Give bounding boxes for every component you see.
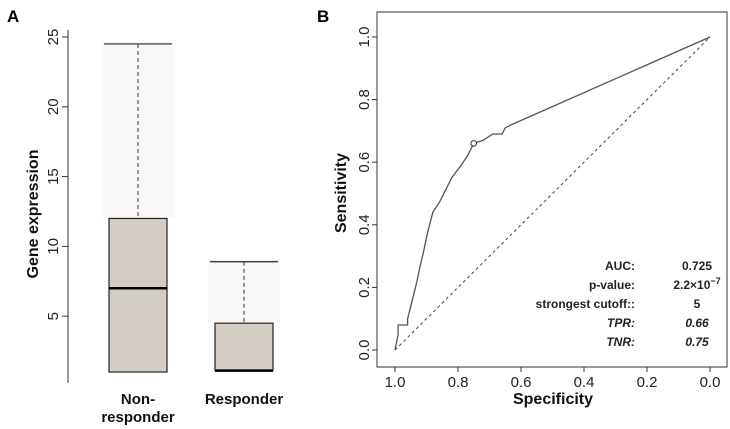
panel-b-y-label: Sensitivity — [333, 153, 350, 233]
panel-a-category-label: Responder — [205, 391, 284, 408]
box-iqr — [214, 322, 274, 372]
panel-b-x-tick-label: 0.8 — [448, 374, 469, 391]
roc-curve — [394, 36, 711, 351]
roc-stat-value: 2.2×10−7 — [673, 276, 720, 292]
roc-stat-value: 5 — [694, 297, 701, 311]
roc-stat-exponent: −7 — [710, 276, 720, 286]
panel-b-x-label: Specificity — [513, 391, 593, 408]
panel-b-x-tick-label: 0.4 — [574, 374, 595, 391]
panel-b-x-tick-label: 0.6 — [511, 374, 532, 391]
panel-b-y-tick-label: 0.8 — [356, 89, 373, 110]
panel-b-x-tick-label: 0.0 — [700, 374, 721, 391]
panel-a-letter: A — [7, 7, 19, 26]
panel-b-y-tick-label: 1.0 — [356, 27, 373, 48]
roc-stat-value: 0.66 — [685, 316, 709, 330]
panel-b-y-tick-label: 0.0 — [356, 340, 373, 361]
category-label-line: Responder — [205, 391, 284, 408]
panel-b-plot-frame — [376, 11, 728, 368]
panel-a-y-tick-label: 20 — [45, 98, 62, 115]
roc-stat-value: 0.75 — [685, 335, 709, 349]
roc-optimal-cutoff-point — [470, 140, 478, 147]
roc-stat-value: 0.725 — [682, 259, 712, 273]
panel-b-y-tick-label: 0.6 — [356, 152, 373, 173]
category-label-line: Non- — [121, 391, 155, 408]
panel-b-letter: B — [317, 7, 329, 26]
panel-a-y-tick-label: 5 — [45, 312, 62, 320]
roc-stat-label: AUC: — [605, 259, 635, 273]
panel-a-y-tick-label: 10 — [45, 238, 62, 255]
roc-reference-diagonal — [394, 36, 711, 351]
roc-stat-label: p-value: — [589, 278, 635, 292]
box-iqr — [108, 217, 168, 373]
panel-b-x-tick-label: 0.2 — [637, 374, 658, 391]
roc-stat-label: TNR: — [606, 335, 635, 349]
roc-stat-label: TPR: — [607, 316, 635, 330]
category-label-line: responder — [101, 409, 175, 426]
panel-b-x-tick-label: 1.0 — [385, 374, 406, 391]
panel-a-category-label: Non-responder — [101, 391, 175, 426]
panel-a-y-label: Gene expression — [25, 150, 42, 279]
panel-b-y-tick-label: 0.4 — [356, 214, 373, 235]
roc-stat-label: strongest cutoff:: — [536, 297, 635, 311]
panel-b-y-tick-label: 0.2 — [356, 277, 373, 298]
panel-a-y-tick-label: 15 — [45, 168, 62, 185]
panel-a-y-tick-label: 25 — [45, 29, 62, 46]
